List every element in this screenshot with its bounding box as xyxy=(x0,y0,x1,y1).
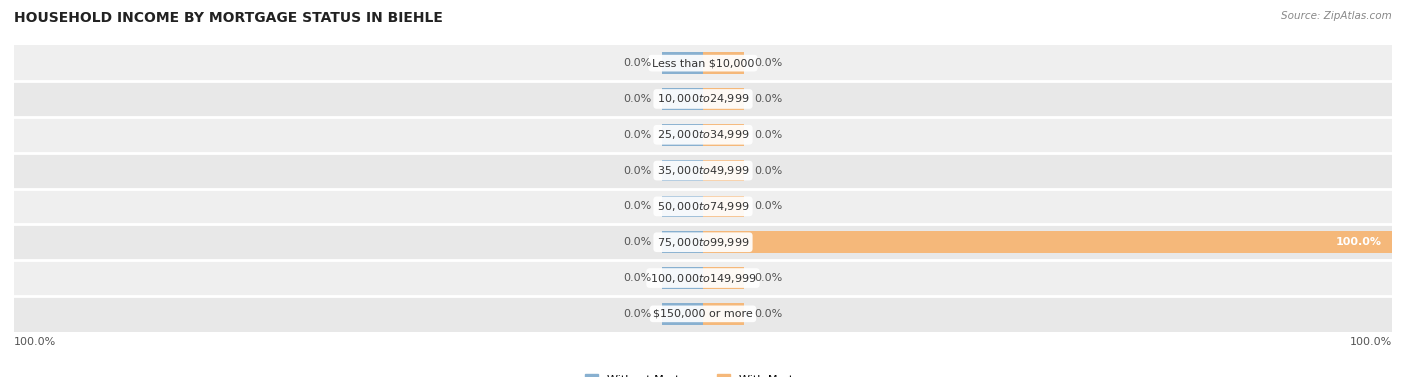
Bar xyxy=(14,188,1392,224)
Bar xyxy=(14,153,1392,188)
Bar xyxy=(662,124,703,146)
Text: $10,000 to $24,999: $10,000 to $24,999 xyxy=(657,92,749,106)
Text: 0.0%: 0.0% xyxy=(623,273,651,283)
Text: 100.0%: 100.0% xyxy=(14,337,56,347)
Bar xyxy=(14,45,1392,81)
Text: Less than $10,000: Less than $10,000 xyxy=(652,58,754,68)
Bar xyxy=(14,117,1392,153)
Text: 0.0%: 0.0% xyxy=(755,201,783,211)
Text: 0.0%: 0.0% xyxy=(755,130,783,140)
Bar xyxy=(703,124,744,146)
Bar xyxy=(14,260,1392,296)
Text: 0.0%: 0.0% xyxy=(755,309,783,319)
Text: HOUSEHOLD INCOME BY MORTGAGE STATUS IN BIEHLE: HOUSEHOLD INCOME BY MORTGAGE STATUS IN B… xyxy=(14,11,443,25)
Text: 100.0%: 100.0% xyxy=(1336,237,1382,247)
Bar xyxy=(703,196,744,217)
Text: 0.0%: 0.0% xyxy=(755,58,783,68)
Bar xyxy=(662,160,703,181)
Bar xyxy=(14,224,1392,260)
Text: $25,000 to $34,999: $25,000 to $34,999 xyxy=(657,128,749,141)
Bar xyxy=(662,231,703,253)
Text: 0.0%: 0.0% xyxy=(755,273,783,283)
Text: $150,000 or more: $150,000 or more xyxy=(654,309,752,319)
Bar xyxy=(14,296,1392,332)
Text: $35,000 to $49,999: $35,000 to $49,999 xyxy=(657,164,749,177)
Text: Source: ZipAtlas.com: Source: ZipAtlas.com xyxy=(1281,11,1392,21)
Bar xyxy=(662,267,703,289)
Text: 0.0%: 0.0% xyxy=(623,58,651,68)
Text: $75,000 to $99,999: $75,000 to $99,999 xyxy=(657,236,749,249)
Text: 0.0%: 0.0% xyxy=(623,94,651,104)
Bar xyxy=(703,267,744,289)
Bar xyxy=(662,303,703,325)
Bar xyxy=(662,196,703,217)
Bar xyxy=(703,160,744,181)
Bar xyxy=(662,88,703,110)
Bar xyxy=(662,52,703,74)
Text: 100.0%: 100.0% xyxy=(1350,337,1392,347)
Bar xyxy=(703,303,744,325)
Text: $100,000 to $149,999: $100,000 to $149,999 xyxy=(650,271,756,285)
Text: 0.0%: 0.0% xyxy=(755,166,783,176)
Legend: Without Mortgage, With Mortgage: Without Mortgage, With Mortgage xyxy=(581,370,825,377)
Text: 0.0%: 0.0% xyxy=(623,309,651,319)
Text: 0.0%: 0.0% xyxy=(623,130,651,140)
Text: $50,000 to $74,999: $50,000 to $74,999 xyxy=(657,200,749,213)
Bar xyxy=(703,88,744,110)
Text: 0.0%: 0.0% xyxy=(623,237,651,247)
Bar xyxy=(703,231,1392,253)
Text: 0.0%: 0.0% xyxy=(755,94,783,104)
Bar xyxy=(703,52,744,74)
Bar xyxy=(14,81,1392,117)
Text: 0.0%: 0.0% xyxy=(623,201,651,211)
Text: 0.0%: 0.0% xyxy=(623,166,651,176)
